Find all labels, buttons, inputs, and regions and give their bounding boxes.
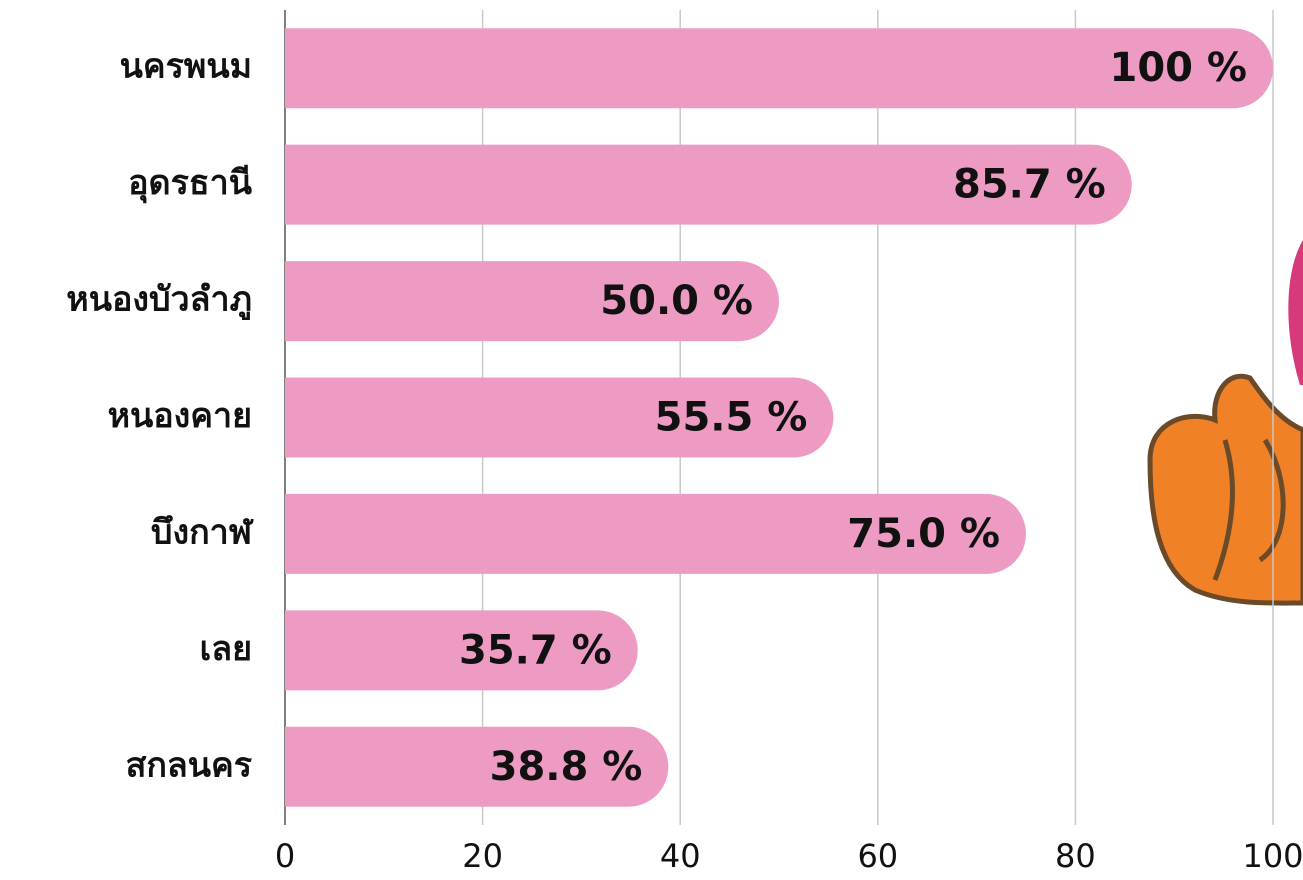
x-tick-label: 20 [462,837,503,875]
value-label: 35.7 % [459,627,612,673]
category-label: เลย [200,629,252,669]
value-label: 100 % [1110,45,1248,91]
category-label: บึงกาฬ [151,512,254,552]
category-label: อุดรธานี [128,163,252,204]
chart: 0 20 40 60 80 100 100 % นครพนม 85.7 % อุดรธานี 50.… [0,0,1303,880]
category-label: นครพนม [120,47,252,87]
thumb-illustration [1150,240,1303,603]
category-label: สกลนคร [126,745,253,785]
x-tick-label: 80 [1055,837,1096,875]
x-tick-label: 60 [857,837,898,875]
value-label: 50.0 % [600,278,753,324]
value-label: 85.7 % [953,162,1106,208]
x-tick-label: 100 [1242,837,1303,875]
value-label: 38.8 % [490,744,643,790]
category-label: หนองบัวลำภู [66,280,252,321]
value-label: 75.0 % [847,511,1000,557]
value-label: 55.5 % [655,395,808,441]
x-tick-label: 40 [660,837,701,875]
category-label: หนองคาย [108,396,252,436]
x-tick-label: 0 [275,837,295,875]
